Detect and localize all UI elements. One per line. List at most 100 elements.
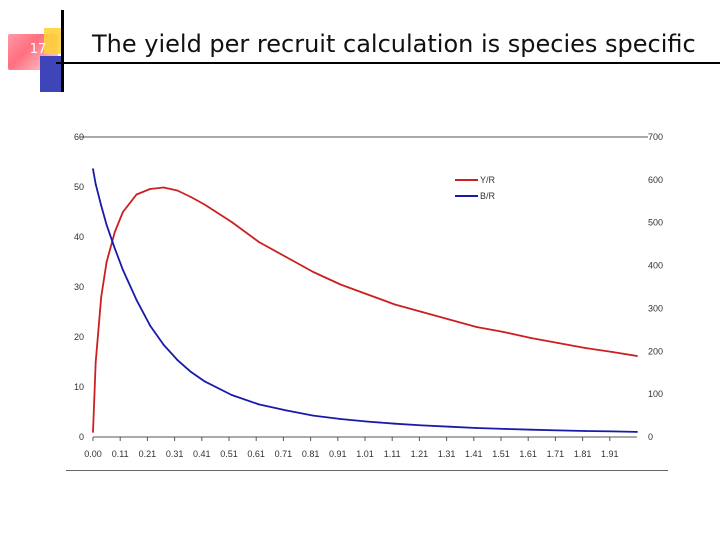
data-point xyxy=(312,414,315,417)
y-left-tick-label: 20 xyxy=(74,332,84,342)
data-point xyxy=(448,318,451,321)
data-point xyxy=(636,431,638,433)
badge-accent-yellow xyxy=(44,28,62,54)
chart-series xyxy=(92,168,638,433)
data-point xyxy=(312,271,315,273)
data-point xyxy=(502,331,505,333)
data-point xyxy=(339,418,342,420)
data-point xyxy=(258,241,260,243)
x-tick-label: 0.81 xyxy=(302,449,320,459)
data-point xyxy=(100,204,103,207)
x-tick-label: 0.71 xyxy=(275,449,293,459)
x-tick-label: 1.41 xyxy=(465,449,483,459)
data-point xyxy=(122,269,124,271)
x-tick-label: 1.01 xyxy=(356,449,374,459)
data-point xyxy=(203,380,206,383)
data-point xyxy=(557,342,559,344)
data-point xyxy=(113,247,116,250)
data-point xyxy=(122,211,124,213)
data-point xyxy=(475,326,478,328)
data-point xyxy=(258,403,260,406)
data-point xyxy=(113,231,116,233)
series-line-br xyxy=(92,168,638,433)
chart-frame-bottom xyxy=(66,470,668,471)
x-tick-label: 1.91 xyxy=(601,449,619,459)
y-left-tick-label: 40 xyxy=(74,232,84,242)
x-tick-label: 0.41 xyxy=(193,449,211,459)
data-point xyxy=(475,427,478,429)
y-right-tick-label: 700 xyxy=(648,132,663,142)
x-tick-label: 1.81 xyxy=(574,449,592,459)
data-point xyxy=(230,394,233,396)
y-left-tick-label: 60 xyxy=(74,132,84,142)
data-point xyxy=(105,224,108,226)
y-right-tick-label: 500 xyxy=(648,218,663,228)
x-tick-label: 0.21 xyxy=(139,449,157,459)
x-tick-label: 1.11 xyxy=(384,449,401,459)
data-point xyxy=(394,303,396,306)
data-point xyxy=(285,256,287,258)
data-point xyxy=(584,430,587,432)
data-point xyxy=(448,425,451,428)
data-point xyxy=(394,422,396,425)
legend-label: Y/R xyxy=(480,175,496,185)
y-right-tick-label: 400 xyxy=(648,261,663,271)
data-point xyxy=(285,409,287,412)
x-tick-label: 1.31 xyxy=(438,449,456,459)
y-right-tick-label: 300 xyxy=(648,303,663,313)
data-point xyxy=(636,355,638,357)
data-point xyxy=(162,344,165,346)
x-tick-label: 1.51 xyxy=(492,449,510,459)
series-line-yr xyxy=(92,186,638,433)
chart-legend: Y/R B/R xyxy=(455,175,496,201)
data-point xyxy=(149,188,152,190)
y-right-tick-label: 200 xyxy=(648,346,663,356)
slide-number: 17 xyxy=(29,42,47,57)
y-left-tick-label: 0 xyxy=(79,432,84,442)
data-point xyxy=(339,283,342,286)
y-left-tick-label: 30 xyxy=(74,282,84,292)
y-left-tick-label: 10 xyxy=(74,382,84,392)
data-point xyxy=(530,337,532,339)
y-left-tick-label: 50 xyxy=(74,182,84,192)
data-point xyxy=(176,359,179,361)
data-point xyxy=(611,430,614,433)
y-right-tick-label: 600 xyxy=(648,175,663,185)
data-point xyxy=(105,261,108,263)
x-tick-label: 1.71 xyxy=(547,449,565,459)
data-point xyxy=(135,193,138,196)
x-tick-label: 1.61 xyxy=(519,449,537,459)
data-point xyxy=(135,299,138,301)
y-right-tick-label: 0 xyxy=(648,432,653,442)
data-point xyxy=(557,429,559,432)
x-tick-label: 0.51 xyxy=(220,449,238,459)
x-tick-label: 0.00 xyxy=(84,449,102,459)
title-divider-horizontal xyxy=(56,62,720,64)
data-point xyxy=(366,293,369,296)
data-point xyxy=(190,196,192,198)
title-divider-vertical xyxy=(61,10,64,92)
data-point xyxy=(162,186,165,189)
data-point xyxy=(421,311,423,313)
legend-label: B/R xyxy=(480,191,496,201)
data-point xyxy=(92,431,94,433)
x-tick-label: 1.21 xyxy=(411,449,429,459)
data-point xyxy=(502,428,505,430)
data-point xyxy=(611,351,614,353)
data-point xyxy=(530,428,532,431)
x-tick-label: 0.11 xyxy=(112,449,129,459)
y-right-tick-label: 100 xyxy=(648,389,663,399)
x-tick-label: 0.61 xyxy=(247,449,265,459)
data-point xyxy=(94,183,97,186)
data-point xyxy=(230,221,233,223)
x-tick-label: 0.91 xyxy=(329,449,347,459)
data-point xyxy=(584,347,587,349)
data-point xyxy=(421,424,423,427)
data-point xyxy=(366,420,369,423)
data-point xyxy=(94,361,97,363)
data-point xyxy=(92,168,94,171)
data-point xyxy=(176,189,179,192)
data-point xyxy=(190,371,192,373)
